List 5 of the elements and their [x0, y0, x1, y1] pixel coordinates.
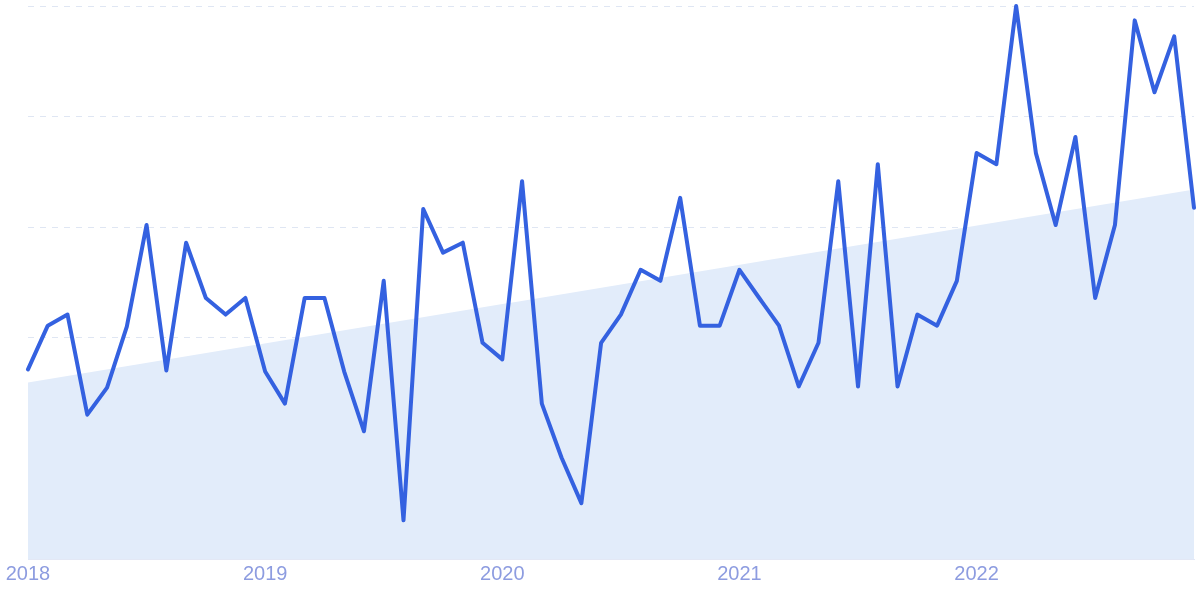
- x-tick-label: 2020: [480, 561, 525, 584]
- x-tick-label: 2019: [242, 561, 288, 584]
- x-tick-label: 2022: [954, 561, 999, 584]
- x-tick-label: 2018: [5, 561, 51, 584]
- x-tick-label: 2021: [717, 561, 762, 584]
